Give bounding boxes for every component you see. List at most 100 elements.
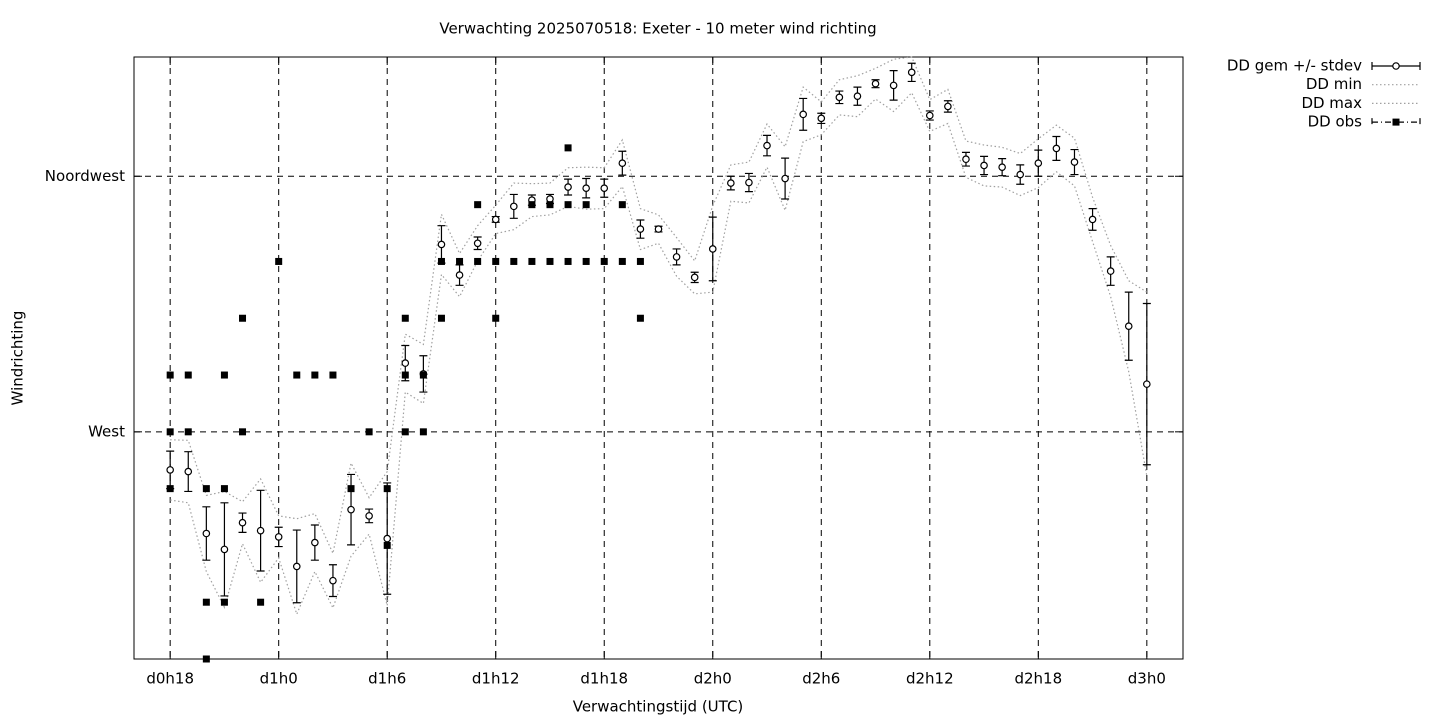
mean-point xyxy=(600,184,609,192)
x-tick-label: d0h18 xyxy=(146,670,194,688)
y-axis-label: Windrichting xyxy=(9,311,27,406)
mean-point xyxy=(763,141,771,150)
obs-point xyxy=(510,257,518,265)
obs-point xyxy=(293,371,301,379)
mean-point xyxy=(238,518,247,527)
mean-point xyxy=(1016,170,1025,179)
obs-point xyxy=(239,314,247,322)
obs-point xyxy=(636,257,644,265)
mean-point xyxy=(256,526,265,535)
mean-point xyxy=(473,239,482,248)
obs-point xyxy=(437,257,445,265)
mean-point xyxy=(437,240,446,249)
mean-point xyxy=(727,179,735,187)
obs-point xyxy=(600,257,608,265)
mean-point xyxy=(1143,380,1151,388)
legend-swatch xyxy=(1392,62,1400,70)
y-tick-label: Noordwest xyxy=(45,167,125,185)
mean-point xyxy=(1124,322,1133,330)
obs-point xyxy=(456,257,464,265)
obs-point xyxy=(329,371,337,379)
obs-point xyxy=(474,257,482,265)
mean-point xyxy=(1052,144,1061,153)
mean-point xyxy=(274,533,283,541)
obs-point xyxy=(437,314,445,322)
legend-label: DD min xyxy=(1306,75,1362,93)
obs-point xyxy=(220,371,228,379)
mean-point xyxy=(365,512,373,520)
obs-point xyxy=(202,598,210,606)
mean-point xyxy=(636,225,645,233)
mean-point xyxy=(1106,267,1115,275)
obs-point xyxy=(419,428,427,436)
mean-point xyxy=(202,529,211,538)
obs-point xyxy=(528,257,536,265)
mean-point xyxy=(925,111,934,120)
obs-point xyxy=(401,314,409,322)
mean-point xyxy=(690,273,699,282)
mean-point xyxy=(383,534,392,543)
mean-point xyxy=(455,271,464,279)
obs-point xyxy=(401,371,409,379)
mean-point xyxy=(654,225,663,233)
x-axis-label: Verwachtingstijd (UTC) xyxy=(573,698,744,716)
y-tick-label: West xyxy=(88,422,125,440)
x-tick-label: d2h6 xyxy=(802,670,840,688)
mean-point xyxy=(184,467,193,476)
obs-point xyxy=(618,257,626,265)
obs-point xyxy=(184,371,192,379)
mean-point xyxy=(1070,158,1079,166)
mean-point xyxy=(835,93,844,102)
obs-point xyxy=(401,428,409,436)
legend-label: DD max xyxy=(1301,94,1362,112)
mean-point xyxy=(944,102,952,111)
mean-point xyxy=(799,110,807,119)
legend-swatch xyxy=(1392,118,1400,126)
legend-label: DD gem +/- stdev xyxy=(1227,57,1362,75)
obs-point xyxy=(347,485,355,493)
mean-point xyxy=(853,92,862,100)
legend-swatch xyxy=(1371,118,1421,127)
x-tick-label: d2h0 xyxy=(694,670,732,688)
obs-point xyxy=(220,485,228,493)
mean-point xyxy=(907,68,916,77)
obs-point xyxy=(383,485,391,493)
obs-point xyxy=(618,201,626,209)
obs-point xyxy=(582,201,590,209)
obs-point xyxy=(365,428,373,436)
mean-point xyxy=(564,183,572,191)
obs-point xyxy=(564,201,572,209)
x-tick-label: d1h0 xyxy=(260,670,298,688)
mean-point xyxy=(292,562,301,571)
x-tick-label: d2h12 xyxy=(906,670,954,688)
obs-point xyxy=(546,257,554,265)
mean-point xyxy=(781,174,789,183)
mean-point xyxy=(871,79,880,88)
obs-point xyxy=(184,428,192,436)
obs-point xyxy=(528,201,536,209)
obs-point xyxy=(474,201,482,209)
mean-point xyxy=(998,163,1006,171)
obs-point xyxy=(275,257,283,265)
mean-point xyxy=(510,202,518,211)
obs-point xyxy=(492,257,500,265)
obs-point xyxy=(419,371,427,379)
obs-point xyxy=(257,598,265,606)
range-line xyxy=(170,56,1148,556)
x-tick-label: d1h12 xyxy=(472,670,520,688)
mean-point xyxy=(817,114,826,123)
obs-point xyxy=(492,314,500,322)
mean-point xyxy=(962,155,970,164)
mean-point xyxy=(582,184,590,192)
obs-point xyxy=(383,541,391,549)
obs-point xyxy=(636,314,644,322)
obs-point xyxy=(546,201,554,209)
mean-point xyxy=(980,161,988,170)
mean-point xyxy=(889,81,898,90)
mean-point xyxy=(1034,159,1043,168)
obs-point xyxy=(166,371,174,379)
mean-point xyxy=(329,576,337,585)
mean-point xyxy=(220,545,229,554)
